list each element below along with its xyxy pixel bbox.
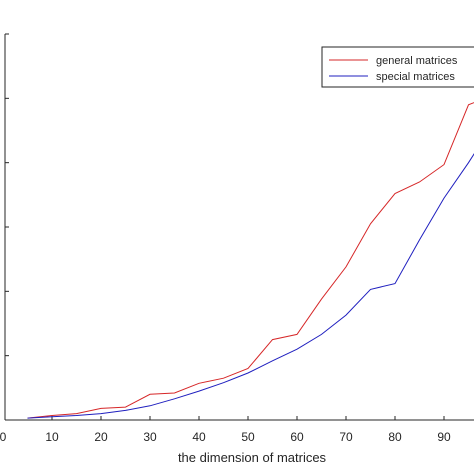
x-tick-label: 10 <box>45 430 59 444</box>
x-tick-label: 80 <box>388 430 402 444</box>
legend-box <box>321 46 474 88</box>
x-ticks: 0 10 20 30 40 50 60 70 80 90 <box>0 416 451 444</box>
x-tick-label: 60 <box>290 430 304 444</box>
x-tick-label: 40 <box>192 430 206 444</box>
x-tick-label: 70 <box>339 430 353 444</box>
plot-area <box>4 34 474 421</box>
legend-label: special matrices <box>376 71 455 83</box>
series-lines <box>27 102 474 419</box>
x-tick-label: 50 <box>241 430 255 444</box>
legend-label: general matrices <box>376 55 458 67</box>
x-axis-label: the dimension of matrices <box>178 450 327 465</box>
x-tick-label: 0 <box>0 430 7 444</box>
x-tick-label: 20 <box>94 430 108 444</box>
series-line-general-matrices <box>27 102 474 419</box>
x-tick-label: 90 <box>437 430 451 444</box>
legend: general matrices special matrices <box>321 46 474 88</box>
x-tick-label: 30 <box>143 430 157 444</box>
y-ticks <box>5 33 9 357</box>
series-line-special-matrices <box>27 153 474 419</box>
